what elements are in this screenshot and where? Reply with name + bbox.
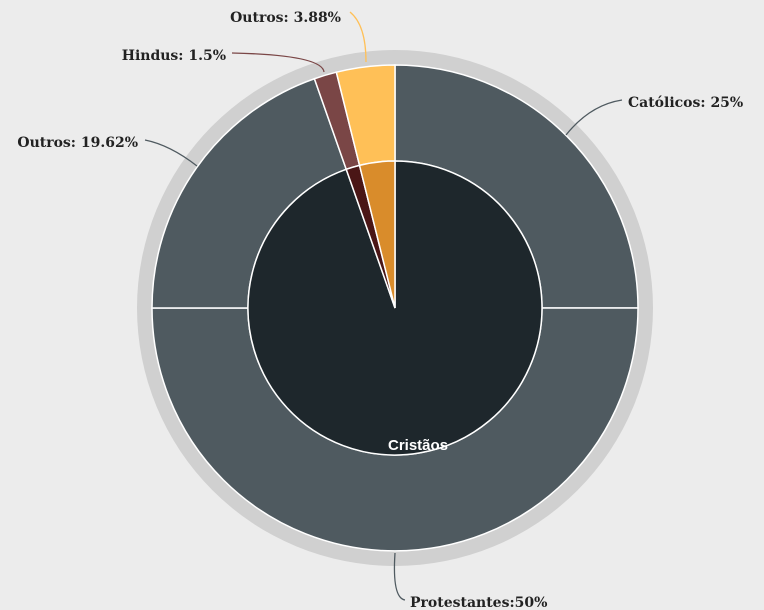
slice-label: Protestantes:50% <box>410 595 547 610</box>
leader-line <box>565 99 623 136</box>
leader-line <box>144 139 198 167</box>
leader-line <box>349 11 367 63</box>
inner-label: Cristãos <box>388 437 448 454</box>
slice-label: Hindus: 1.5% <box>122 48 226 64</box>
leader-line <box>231 52 325 73</box>
slice-label: Católicos: 25% <box>628 95 743 111</box>
slice-label: Outros: 19.62% <box>17 135 138 151</box>
slice-label: Outros: 3.88% <box>230 10 341 26</box>
inner-slice <box>358 160 396 309</box>
leader-line <box>393 552 406 601</box>
